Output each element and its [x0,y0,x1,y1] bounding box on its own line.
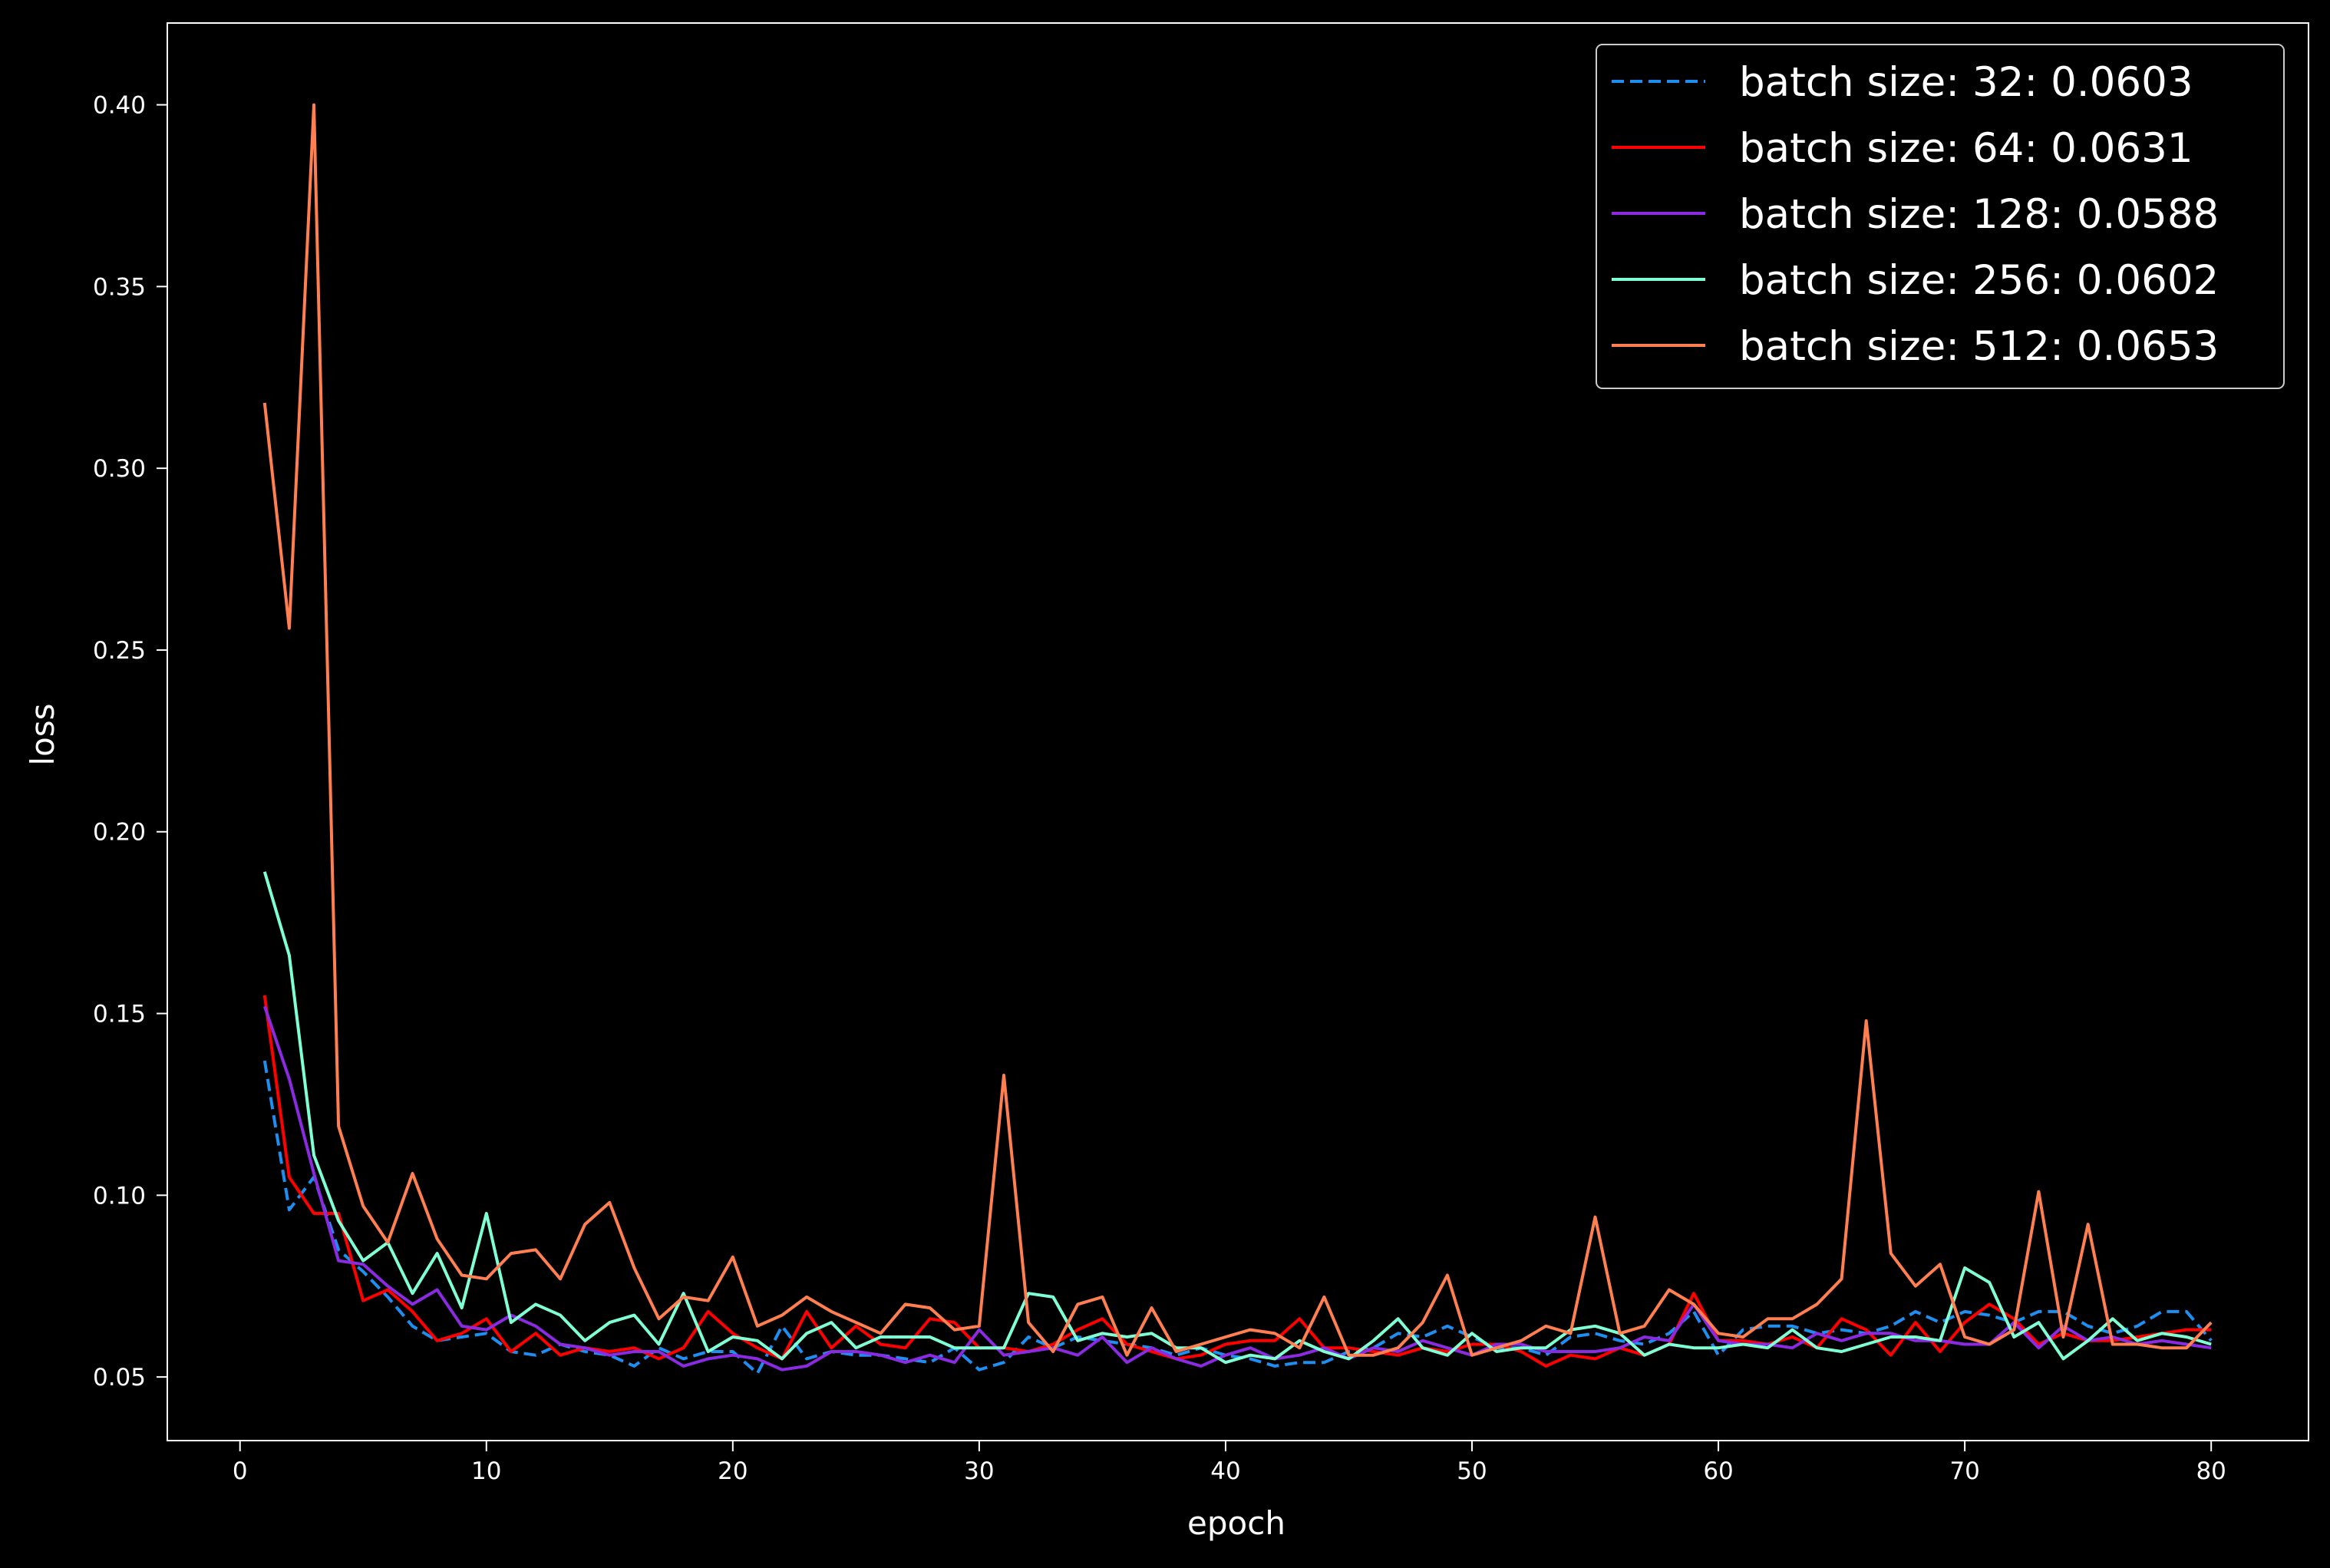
series-line-5 [262,103,2213,1357]
y-tick-label: 0.20 [93,819,146,847]
y-axis: 0.05 0.10 0.15 0.20 0.25 0.30 0.35 0.40 [93,92,167,1391]
x-tick-label: 50 [1457,1457,1487,1485]
x-tick-label: 30 [964,1457,994,1485]
x-tick-label: 20 [718,1457,748,1485]
x-tick-label: 0 [233,1457,248,1485]
plot-frame [167,22,2309,1441]
x-axis-label: epoch [1187,1504,1285,1542]
legend-box [1596,44,2285,389]
y-tick-label: 0.35 [93,273,146,301]
x-tick-label: 40 [1210,1457,1240,1485]
series-line-3 [262,1005,2212,1372]
x-tick-label: 80 [2196,1457,2226,1485]
legend-label-2: batch size: 64: 0.0631 [1739,125,2193,172]
y-tick-label: 0.40 [93,92,146,120]
y-axis-label: loss [24,703,61,765]
series-line-1 [262,1060,2213,1375]
y-tick-label: 0.25 [93,637,146,665]
x-tick-label: 10 [471,1457,501,1485]
y-tick-label: 0.15 [93,1001,146,1028]
legend-label-5: batch size: 512: 0.0653 [1739,323,2219,370]
legend: batch size: 32: 0.0603 batch size: 64: 0.… [1596,44,2285,389]
legend-label-4: batch size: 256: 0.0602 [1739,257,2219,304]
x-tick-label: 70 [1949,1457,1979,1485]
x-tick-label: 60 [1703,1457,1733,1485]
y-tick-label: 0.10 [93,1182,146,1210]
legend-label-3: batch size: 128: 0.0588 [1739,191,2219,238]
y-tick-label: 0.05 [93,1364,146,1391]
series-line-4 [262,871,2212,1365]
legend-label-1: batch size: 32: 0.0603 [1739,59,2193,106]
y-tick-label: 0.30 [93,455,146,483]
x-axis: 0 10 20 30 40 50 60 70 80 [233,1441,2226,1485]
series-layer [262,103,2213,1375]
